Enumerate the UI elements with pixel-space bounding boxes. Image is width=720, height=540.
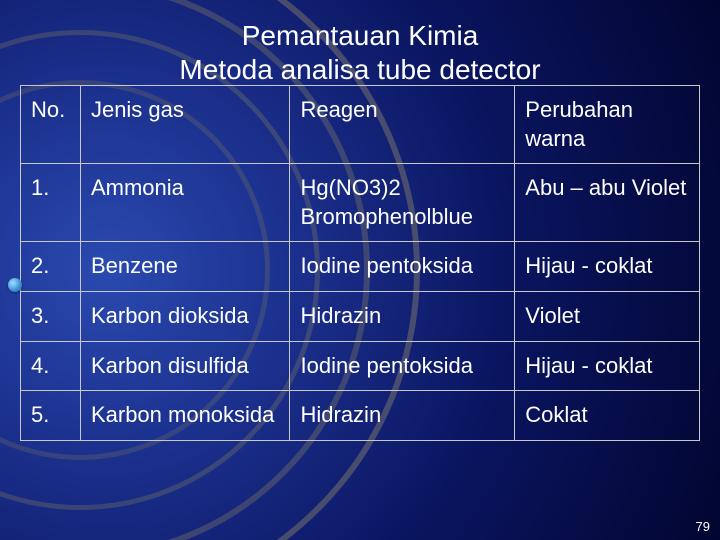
cell-gas: Karbon dioksida — [80, 291, 290, 341]
cell-reag: Iodine pentoksida — [290, 341, 515, 391]
cell-gas: Benzene — [80, 242, 290, 292]
slide-title-line2: Metoda analisa tube detector — [0, 54, 720, 86]
cell-gas: Karbon monoksida — [80, 391, 290, 441]
table-row: 2. Benzene Iodine pentoksida Hijau - cok… — [21, 242, 700, 292]
cell-no: 2. — [21, 242, 81, 292]
cell-reag: Hidrazin — [290, 391, 515, 441]
cell-warna: Hijau - coklat — [515, 242, 700, 292]
table-row: 4. Karbon disulfida Iodine pentoksida Hi… — [21, 341, 700, 391]
detector-table: No. Jenis gas Reagen Perubahan warna 1. … — [20, 85, 700, 441]
table-row: 5. Karbon monoksida Hidrazin Coklat — [21, 391, 700, 441]
decor-bullet-icon — [8, 278, 22, 292]
cell-gas: Ammonia — [80, 164, 290, 242]
col-header-warna: Perubahan warna — [515, 86, 700, 164]
cell-reag: Hg(NO3)2 Bromophenolblue — [290, 164, 515, 242]
cell-no: 3. — [21, 291, 81, 341]
col-header-no: No. — [21, 86, 81, 164]
cell-gas: Karbon disulfida — [80, 341, 290, 391]
cell-reag: Hidrazin — [290, 291, 515, 341]
cell-warna: Abu – abu Violet — [515, 164, 700, 242]
col-header-gas: Jenis gas — [80, 86, 290, 164]
slide: Pemantauan Kimia Metoda analisa tube det… — [0, 0, 720, 540]
cell-no: 4. — [21, 341, 81, 391]
col-header-reagen: Reagen — [290, 86, 515, 164]
page-number: 79 — [696, 519, 710, 534]
cell-no: 5. — [21, 391, 81, 441]
table-header-row: No. Jenis gas Reagen Perubahan warna — [21, 86, 700, 164]
table-row: 3. Karbon dioksida Hidrazin Violet — [21, 291, 700, 341]
cell-warna: Coklat — [515, 391, 700, 441]
slide-title-line1: Pemantauan Kimia — [0, 20, 720, 52]
cell-warna: Violet — [515, 291, 700, 341]
cell-no: 1. — [21, 164, 81, 242]
table-row: 1. Ammonia Hg(NO3)2 Bromophenolblue Abu … — [21, 164, 700, 242]
cell-reag: Iodine pentoksida — [290, 242, 515, 292]
content-area: Pemantauan Kimia Metoda analisa tube det… — [0, 0, 720, 540]
cell-warna: Hijau - coklat — [515, 341, 700, 391]
